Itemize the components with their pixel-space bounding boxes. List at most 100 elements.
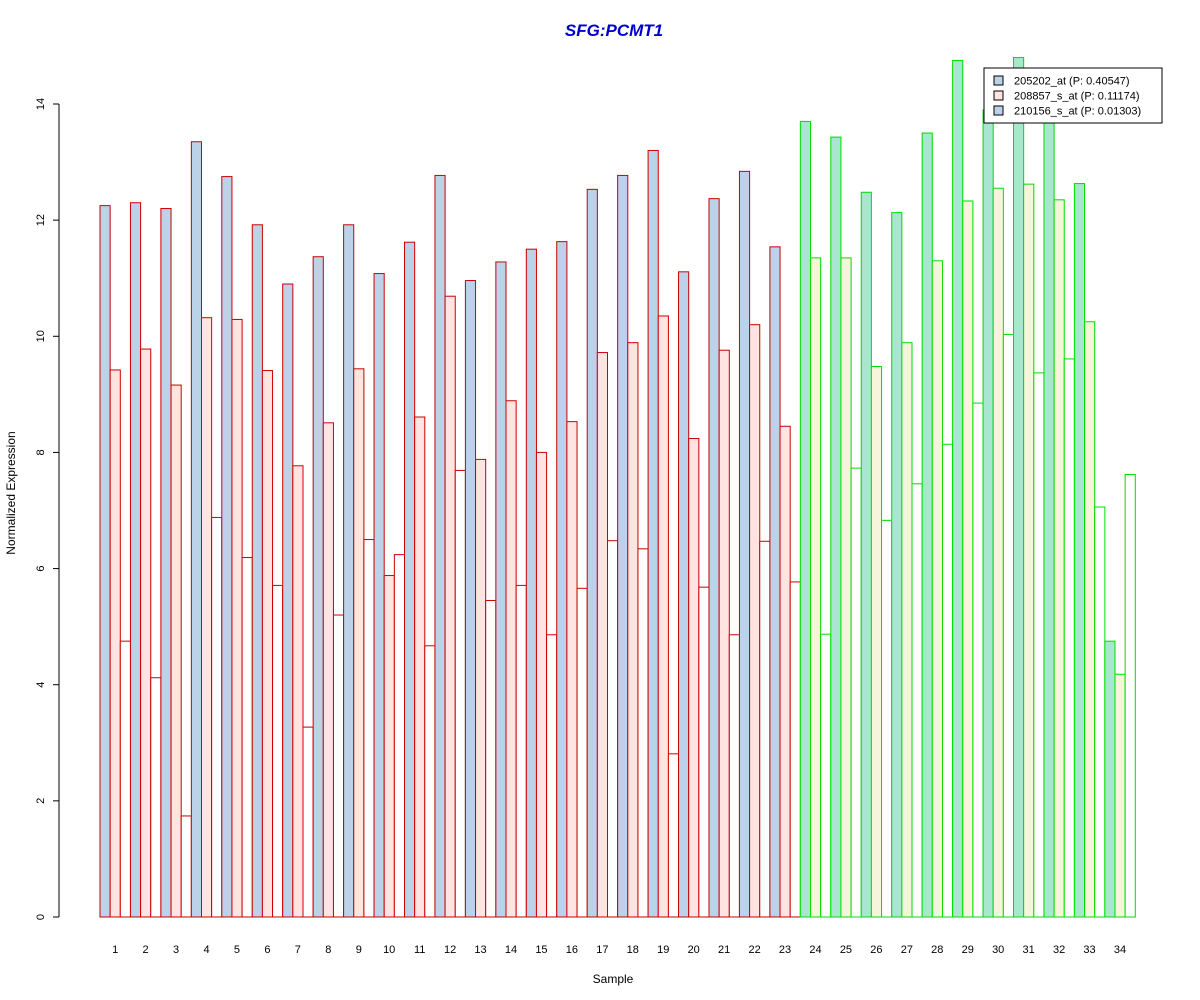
bar	[1033, 372, 1045, 918]
y-tick-label: 2	[35, 798, 47, 804]
bar	[525, 248, 537, 918]
x-tick-label: 2	[143, 944, 149, 956]
bar	[607, 540, 619, 918]
x-tick-label: 15	[535, 944, 547, 956]
x-tick-labels: 1 2 3 4 5 6 7 8 9 10 11 12 13 14 15 16 17 18 19 20 21 22 23 24 2…	[112, 944, 1126, 956]
bar	[921, 132, 933, 918]
x-tick-label: 1	[112, 944, 118, 956]
bar	[779, 425, 791, 918]
bar	[931, 260, 943, 918]
bar	[546, 634, 558, 918]
bar	[505, 400, 517, 918]
x-tick-label: 8	[325, 944, 331, 956]
bar	[535, 451, 548, 918]
legend-swatch	[993, 90, 1004, 101]
x-tick-label: 7	[295, 944, 301, 956]
x-tick-label: 19	[657, 944, 669, 956]
bar	[343, 224, 355, 918]
y-axis: 0 2 4 6 8 10 12 14	[35, 98, 60, 920]
bar	[464, 280, 477, 918]
y-tick-label: 6	[35, 566, 47, 572]
x-tick-label: 14	[505, 944, 517, 956]
bar	[180, 815, 192, 918]
bar	[637, 548, 649, 918]
legend-label: 210156_s_at (P: 0.01303)	[1014, 106, 1141, 118]
bar	[769, 246, 781, 918]
bar	[363, 539, 375, 918]
bar	[272, 584, 284, 918]
bar	[201, 317, 213, 918]
bar	[261, 370, 274, 918]
x-axis-title: Sample	[593, 972, 634, 986]
chart-title: SFG:PCMT1	[565, 21, 663, 40]
bar	[901, 342, 913, 918]
bar	[698, 586, 710, 918]
bar	[840, 257, 852, 918]
bar	[596, 352, 608, 918]
x-tick-label: 24	[809, 944, 821, 956]
legend-swatch	[993, 105, 1004, 116]
bar	[353, 368, 365, 918]
bar	[404, 241, 416, 918]
bar	[566, 421, 578, 918]
bar	[1073, 183, 1086, 918]
bar	[1013, 57, 1025, 918]
x-tick-label: 12	[444, 944, 456, 956]
y-tick-label: 0	[35, 914, 47, 920]
legend: 205202_at (P: 0.40547) 208857_s_at (P: 0.…	[983, 67, 1163, 124]
bar	[302, 726, 314, 918]
x-tick-label: 16	[566, 944, 578, 956]
y-tick-label: 4	[35, 682, 47, 688]
bar	[1043, 115, 1055, 918]
bar	[129, 202, 142, 918]
bar	[810, 257, 822, 918]
bar	[190, 141, 203, 918]
bar	[860, 191, 872, 918]
bar	[759, 540, 771, 918]
bar	[282, 283, 294, 918]
bar	[728, 634, 740, 918]
bar	[241, 557, 253, 918]
bar	[99, 205, 111, 918]
bar	[1002, 334, 1014, 918]
bar	[749, 324, 761, 918]
bar	[119, 640, 131, 918]
x-tick-label: 11	[414, 944, 425, 956]
bar	[1063, 358, 1075, 918]
bar	[1104, 640, 1116, 918]
bar	[667, 753, 680, 918]
bar	[1124, 473, 1136, 918]
x-tick-label: 26	[870, 944, 882, 956]
y-axis-title: Normalized Expression	[4, 431, 18, 554]
bar	[414, 416, 426, 918]
legend-label: 208857_s_at (P: 0.11174)	[1014, 91, 1140, 103]
x-tick-label: 18	[627, 944, 639, 956]
bar	[820, 633, 832, 918]
x-tick-label: 28	[931, 944, 943, 956]
bar	[292, 465, 304, 918]
bar	[251, 224, 263, 918]
x-tick-label: 10	[383, 944, 395, 956]
legend-box	[983, 67, 1163, 124]
bar	[150, 677, 162, 918]
bar	[444, 295, 456, 918]
bar	[688, 437, 700, 918]
x-tick-label: 6	[264, 944, 270, 956]
bar	[1114, 673, 1126, 918]
bar	[586, 188, 598, 918]
bar	[332, 614, 345, 918]
bar	[881, 519, 893, 918]
bar	[708, 198, 720, 918]
bar	[515, 584, 527, 918]
x-tick-label: 34	[1114, 944, 1126, 956]
x-tick-label: 23	[779, 944, 791, 956]
bar	[992, 187, 1004, 918]
bar	[678, 271, 690, 918]
x-tick-label: 9	[356, 944, 362, 956]
bar	[1023, 183, 1035, 918]
bar	[576, 587, 588, 918]
x-tick-label: 3	[173, 944, 179, 956]
x-tick-label: 4	[203, 944, 209, 956]
bar	[485, 600, 497, 918]
bar	[850, 467, 862, 918]
